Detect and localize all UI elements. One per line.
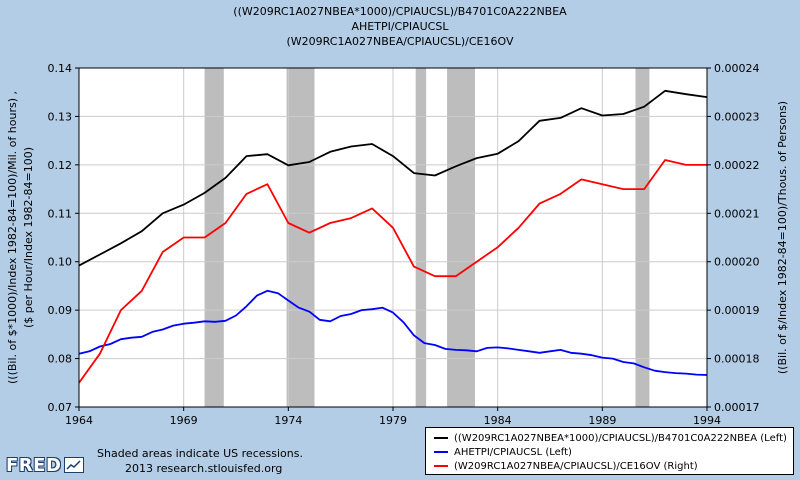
series-line-2 [78,159,707,384]
y-tick-label-left: 0.08 [48,353,73,366]
y-tick-label-left: 0.12 [48,159,73,172]
y-tick-label-left: 0.07 [48,401,73,414]
legend-label: AHETPI/CPIAUCSL (Left) [454,446,572,458]
x-tick-label: 1989 [588,414,616,427]
series-line-1 [78,289,708,376]
legend-item: ((W209RC1A027NBEA*1000)/CPIAUCSL)/B4701C… [434,431,793,445]
recession-band [204,68,224,407]
title-line-3: (W209RC1A027NBEA/CPIAUCSL)/CE16OV [286,35,514,48]
logo-text: FRED [6,454,62,476]
legend-label: (W209RC1A027NBEA/CPIAUCSL)/CE16OV (Right… [454,460,698,472]
y-tick-label-right: 0.00018 [714,353,760,366]
legend-swatch-blue [434,451,448,453]
x-tick-label: 1994 [693,414,721,427]
y-tick-label-left: 0.11 [48,207,73,220]
y-tick-label-right: 0.00017 [714,401,760,414]
recession-band [415,68,427,407]
y-tick-label-right: 0.00021 [714,207,760,220]
y-tick-label-left: 0.13 [48,110,73,123]
legend-item: AHETPI/CPIAUCSL (Left) [434,445,793,459]
recession-band [635,68,650,407]
y-axis-label-left: ($ per Hour/Index 1982-84=100) [22,147,35,328]
x-tick-label: 1974 [274,414,302,427]
y-axis-label-right: ((Bil. of $/Index 1982-84=100)/Thous. of… [776,101,789,374]
legend: ((W209RC1A027NBEA*1000)/CPIAUCSL)/B4701C… [425,427,794,475]
source-note: 2013 research.stlouisfed.org [125,462,283,475]
chart-title: ((W209RC1A027NBEA*1000)/CPIAUCSL)/B4701C… [0,4,800,49]
y-tick-label-right: 0.00019 [714,304,760,317]
footnote: Shaded areas indicate US recessions. 201… [97,446,303,476]
legend-item: (W209RC1A027NBEA/CPIAUCSL)/CE16OV (Right… [434,459,793,473]
y-tick-label-left: 0.14 [48,62,73,75]
chart-line-icon [64,457,85,473]
x-tick-label: 1979 [379,414,407,427]
legend-swatch-red [434,465,448,467]
y-tick-label-right: 0.00023 [714,110,760,123]
recession-note: Shaded areas indicate US recessions. [97,447,303,460]
x-tick-label: 1984 [484,414,512,427]
x-tick-label: 1969 [170,414,198,427]
legend-label: ((W209RC1A027NBEA*1000)/CPIAUCSL)/B4701C… [454,432,787,444]
recession-band [286,68,315,407]
y-axis-label-left: (((Bil. of $*1000)/Index 1982-84=100)/Mi… [6,91,19,384]
y-tick-label-right: 0.00020 [714,256,760,269]
y-tick-label-left: 0.10 [48,256,73,269]
title-line-2: AHETPI/CPIAUCSL [351,20,449,33]
series-line-0 [78,89,708,267]
legend-swatch-black [434,437,448,439]
fred-logo[interactable]: FRED [6,454,85,476]
y-tick-label-right: 0.00022 [714,159,760,172]
recession-band [447,68,475,407]
y-tick-label-left: 0.09 [48,304,73,317]
y-tick-label-right: 0.00024 [714,62,760,75]
x-tick-label: 1964 [65,414,93,427]
title-line-1: ((W209RC1A027NBEA*1000)/CPIAUCSL)/B4701C… [233,5,567,18]
